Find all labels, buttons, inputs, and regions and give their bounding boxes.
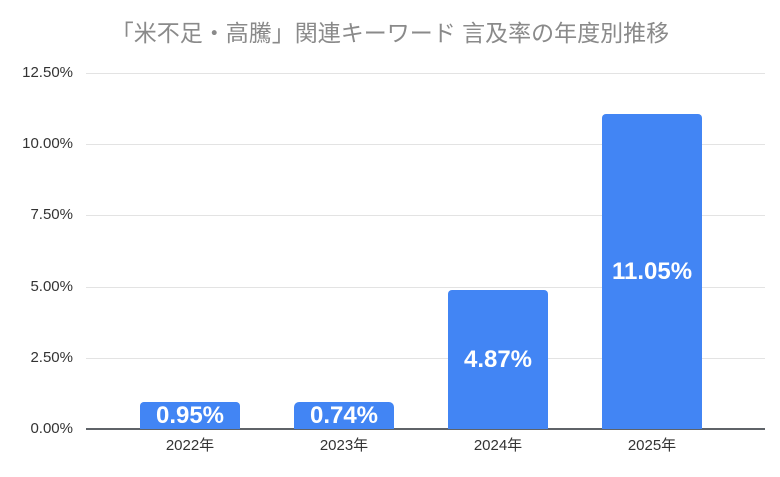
y-tick-label: 12.50% [22, 64, 73, 81]
y-tick-label: 10.00% [22, 135, 73, 153]
gridline [86, 286, 765, 288]
bar-2025年 [602, 114, 702, 429]
x-tick-label: 2025年 [627, 437, 677, 454]
gridline [86, 144, 765, 146]
plot-area: 0.95% 0.74% 4.87% 11.05% [86, 73, 765, 430]
x-axis-line [86, 428, 765, 430]
chart-title: 「米不足・高騰」関連キーワード 言及率の年度別推移 [110, 20, 670, 46]
x-tick-label: 2024年 [473, 437, 523, 454]
x-tick-label: 2023年 [319, 437, 369, 454]
y-tick-label: 7.50% [30, 206, 73, 224]
gridline [86, 357, 765, 359]
y-tick-label: 2.50% [30, 348, 73, 366]
bar-value-label: 4.87% [463, 345, 533, 373]
y-tick-label: 0.00% [30, 420, 73, 437]
bar-value-label: 11.05% [611, 257, 693, 285]
gridline [86, 215, 765, 217]
bar-value-label: 0.95% [140, 402, 240, 429]
gridline [86, 73, 765, 74]
y-tick-label: 5.00% [30, 277, 73, 295]
x-tick-label: 2022年 [165, 437, 215, 454]
bar-value-label: 0.74% [294, 402, 394, 429]
bar-2024年 [448, 290, 548, 429]
